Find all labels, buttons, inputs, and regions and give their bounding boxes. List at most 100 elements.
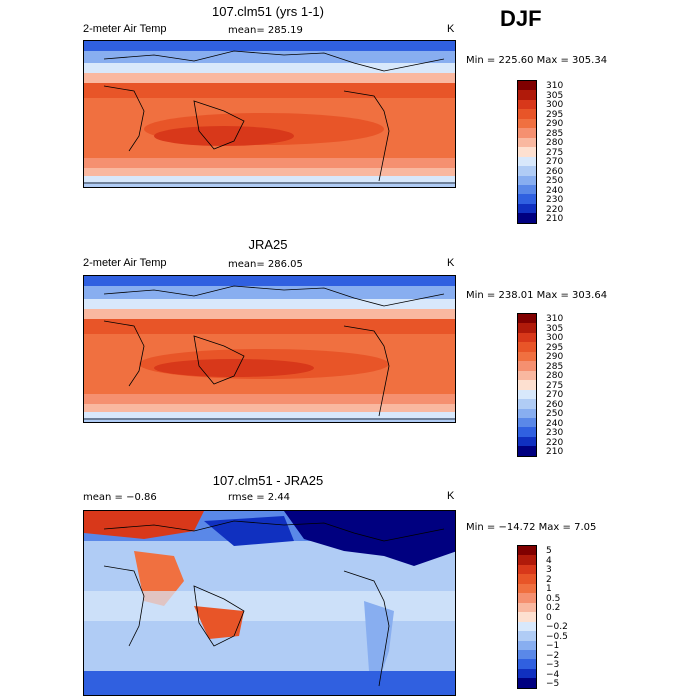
colorbar-swatch	[518, 184, 536, 195]
colorbar-swatch	[518, 640, 536, 650]
colorbar-swatch	[518, 408, 536, 418]
colorbar-swatch	[518, 332, 536, 343]
panel1-colorbar-labels: 310 305 300 295 290 285 280 275 270 260 250 240 230 2…	[546, 81, 564, 225]
colorbar-tick-label: −4	[546, 669, 560, 680]
colorbar-swatch	[518, 342, 536, 352]
panel1-mean: mean= 285.19	[228, 25, 303, 36]
colorbar-tick-label: 285	[546, 128, 564, 139]
colorbar-tick-label: 275	[546, 147, 564, 158]
colorbar-tick-label: 260	[546, 166, 564, 177]
colorbar-tick-label: 260	[546, 399, 564, 410]
colorbar-swatch	[518, 546, 536, 556]
panel3-title: 107.clm51 - JRA25	[212, 473, 324, 488]
colorbar-tick-label: 300	[546, 333, 564, 343]
colorbar-swatch	[518, 555, 536, 565]
colorbar-tick-label: 240	[546, 185, 564, 196]
panel1-minmax: Min = 225.60 Max = 305.34	[466, 55, 608, 66]
colorbar-tick-label: 0.2	[546, 603, 561, 613]
colorbar-swatch	[518, 147, 536, 157]
colorbar-tick-label: 270	[546, 390, 564, 400]
colorbar-swatch	[518, 427, 536, 437]
colorbar-swatch	[518, 351, 536, 362]
colorbar-tick-label: 250	[546, 176, 564, 186]
panel2-variable: 2-meter Air Temp	[83, 257, 167, 269]
colorbar-swatch	[518, 621, 536, 632]
colorbar-swatch	[518, 612, 536, 622]
colorbar-tick-label: 230	[546, 428, 564, 438]
colorbar-swatch	[518, 90, 536, 100]
colorbar-swatch	[518, 99, 536, 110]
panel1-title: 107.clm51 (yrs 1-1)	[212, 4, 324, 19]
colorbar-tick-label: 310	[546, 314, 564, 324]
colorbar-swatch	[518, 314, 536, 324]
colorbar-swatch	[518, 370, 536, 381]
panel3-map	[83, 510, 456, 696]
colorbar-tick-label: 275	[546, 380, 564, 391]
colorbar-swatch	[518, 109, 536, 119]
colorbar-tick-label: 230	[546, 195, 564, 205]
colorbar-tick-label: 295	[546, 342, 564, 353]
colorbar-swatch	[518, 81, 536, 91]
colorbar-tick-label: 295	[546, 109, 564, 120]
colorbar-swatch	[518, 128, 536, 138]
colorbar-tick-label: 220	[546, 437, 564, 448]
panel2-colorbar-labels: 310 305 300 295 290 285 280 275 270 260 250 240 230 2…	[546, 314, 564, 458]
colorbar-swatch	[518, 574, 536, 584]
panel1-map	[83, 40, 456, 188]
colorbar-tick-label: 280	[546, 138, 564, 148]
colorbar-tick-label: 305	[546, 323, 564, 334]
panel3-mean: mean = −0.86	[83, 492, 157, 503]
colorbar-tick-label: 300	[546, 100, 564, 110]
colorbar-swatch	[518, 213, 536, 223]
colorbar-swatch	[518, 631, 536, 641]
colorbar-swatch	[518, 417, 536, 428]
panel1-variable: 2-meter Air Temp	[83, 23, 167, 35]
colorbar-swatch	[518, 668, 536, 679]
season-label: DJF	[500, 6, 542, 31]
colorbar-swatch	[518, 194, 536, 204]
colorbar-swatch	[518, 137, 536, 148]
panel3-colorbar	[517, 545, 537, 689]
colorbar-swatch	[518, 203, 536, 214]
colorbar-swatch	[518, 323, 536, 333]
panel2-mean: mean= 286.05	[228, 259, 303, 270]
colorbar-tick-label: 270	[546, 157, 564, 167]
colorbar-swatch	[518, 678, 536, 688]
colorbar-tick-label: 5	[546, 546, 552, 556]
panel3-rmse: rmse = 2.44	[228, 492, 291, 503]
panel3-units: K	[447, 490, 455, 502]
colorbar-swatch	[518, 389, 536, 400]
colorbar-tick-label: −3	[546, 660, 560, 670]
panel2-colorbar	[517, 313, 537, 457]
colorbar-tick-label: 280	[546, 371, 564, 381]
panel3-minmax: Min = −14.72 Max = 7.05	[466, 522, 597, 533]
colorbar-tick-label: 1	[546, 584, 552, 594]
colorbar-swatch	[518, 446, 536, 456]
colorbar-tick-label: 310	[546, 81, 564, 91]
colorbar-tick-label: 290	[546, 119, 564, 129]
colorbar-tick-label: 210	[546, 214, 564, 224]
colorbar-tick-label: −1	[546, 641, 560, 651]
panel2-minmax: Min = 238.01 Max = 303.64	[466, 290, 608, 301]
colorbar-swatch	[518, 166, 536, 176]
panel1-units: K	[447, 23, 455, 35]
colorbar-tick-label: 2	[546, 574, 552, 585]
colorbar-tick-label: −5	[546, 679, 560, 689]
colorbar-tick-label: 4	[546, 555, 552, 566]
colorbar-tick-label: −0.2	[546, 622, 568, 632]
colorbar-swatch	[518, 593, 536, 603]
colorbar-swatch	[518, 361, 536, 371]
colorbar-tick-label: 220	[546, 204, 564, 215]
colorbar-swatch	[518, 564, 536, 575]
colorbar-swatch	[518, 380, 536, 390]
colorbar-swatch	[518, 649, 536, 660]
colorbar-tick-label: −0.5	[546, 631, 568, 642]
colorbar-swatch	[518, 175, 536, 185]
colorbar-swatch	[518, 602, 536, 613]
panel1-colorbar	[517, 80, 537, 224]
colorbar-tick-label: −2	[546, 650, 560, 661]
colorbar-tick-label: 305	[546, 90, 564, 101]
colorbar-tick-label: 250	[546, 409, 564, 419]
panel2-title: JRA25	[248, 237, 288, 252]
colorbar-swatch	[518, 583, 536, 594]
